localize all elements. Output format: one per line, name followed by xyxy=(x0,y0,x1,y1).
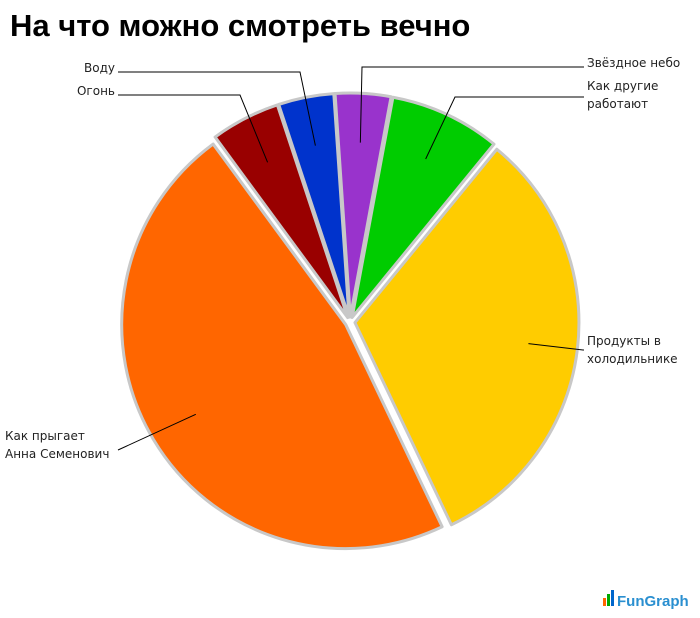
slice-label: Продукты в холодильнике xyxy=(587,334,678,366)
leader-line xyxy=(528,343,584,351)
pie-slice xyxy=(120,142,444,551)
chart-title: На что можно смотреть вечно xyxy=(10,8,470,43)
leader-line xyxy=(118,94,269,163)
slice-label: Как прыгает Анна Семенович xyxy=(5,429,109,461)
slice-label: Звёздное небо xyxy=(587,56,680,70)
slice-label: Как другие работают xyxy=(587,79,658,111)
leader-line xyxy=(118,71,316,146)
watermark: FunGraph xyxy=(617,593,689,610)
leader-line xyxy=(117,413,196,451)
slice-label: Огонь xyxy=(77,84,115,98)
slice-label: Воду xyxy=(84,61,115,75)
leader-line xyxy=(359,66,584,143)
logo: FunGraph xyxy=(603,590,689,610)
pie-slice xyxy=(277,92,351,319)
leader-line xyxy=(425,96,584,160)
